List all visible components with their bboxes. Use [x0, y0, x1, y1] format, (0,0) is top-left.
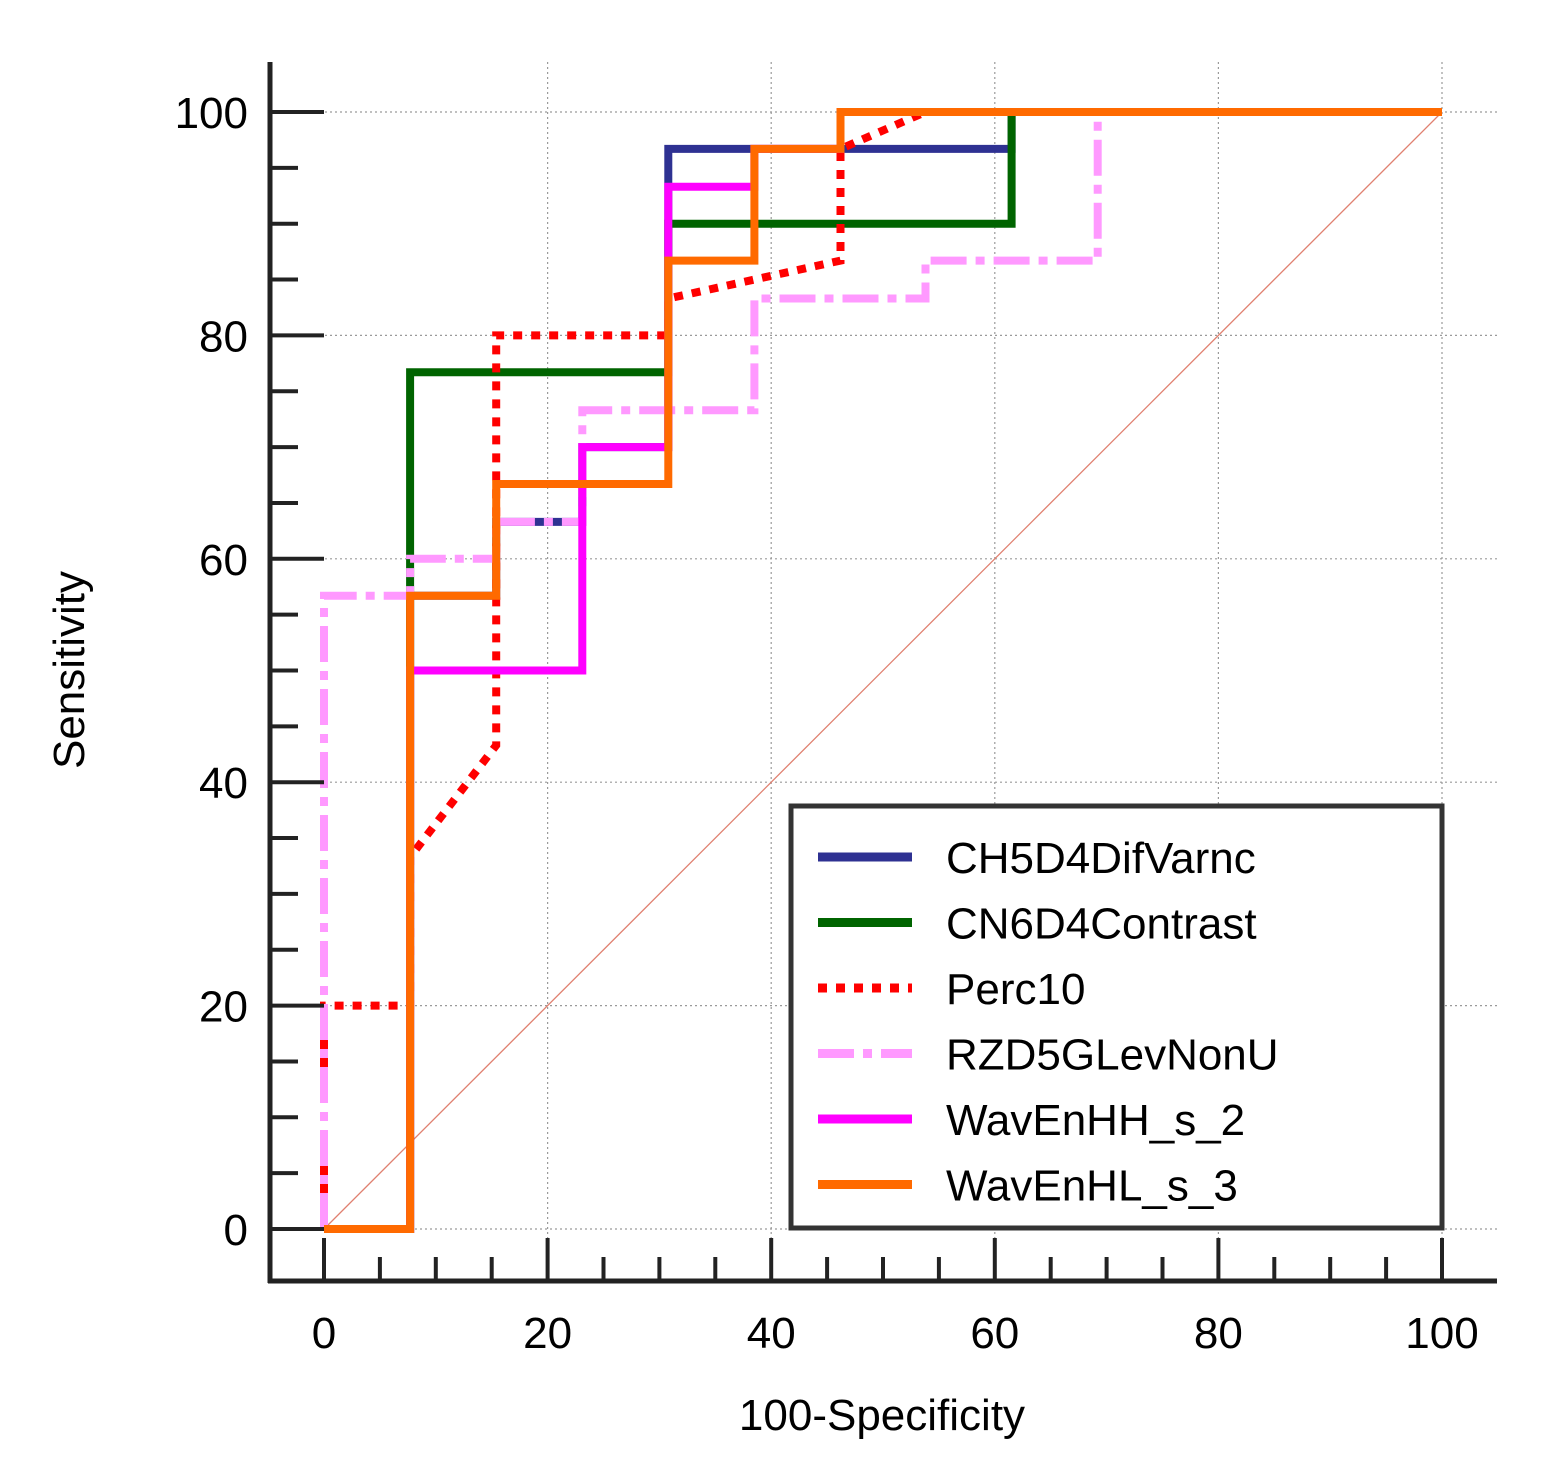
x-tick-label: 80: [1194, 1309, 1243, 1358]
x-tick-label: 40: [747, 1309, 796, 1358]
y-tick-label: 20: [199, 983, 248, 1032]
y-tick-label: 80: [199, 312, 248, 361]
y-tick-label: 0: [224, 1206, 248, 1255]
diagonal-reference-line: [323, 111, 1443, 1230]
legend-box: [788, 803, 1445, 1231]
x-tick-label: 100: [1405, 1309, 1478, 1358]
legend: CH5D4DifVarnc CN6D4Contrast Perc10 RZD5GLev…: [788, 803, 1445, 1231]
legend-label: Perc10: [946, 965, 1085, 1014]
y-tick-label: 60: [199, 536, 248, 585]
reference-line: [323, 111, 1443, 1230]
legend-label: CH5D4DifVarnc: [946, 834, 1256, 883]
series-lines: [320, 108, 1442, 1233]
x-tick-label: 0: [312, 1309, 336, 1358]
x-axis-title: 100-Specificity: [739, 1391, 1025, 1440]
y-axis-title: Sensitivity: [45, 571, 94, 769]
legend-label: RZD5GLevNonU: [946, 1031, 1279, 1080]
series-line-rzd5glevnonu: [320, 108, 1442, 1229]
legend-label: WavEnHL_s_3: [946, 1162, 1238, 1211]
y-tick-label: 100: [175, 89, 248, 138]
series-line-wavenhl-s-3: [324, 108, 1442, 1233]
x-tick-label: 20: [523, 1309, 572, 1358]
legend-label: CN6D4Contrast: [946, 900, 1257, 949]
y-tick-label: 40: [199, 759, 248, 808]
legend-label: WavEnHH_s_2: [946, 1096, 1245, 1145]
series-line-perc10: [320, 108, 1442, 1229]
x-tick-label: 60: [970, 1309, 1019, 1358]
axes: 0 20 40 60 80 100 0 20 40 60 80 100: [175, 62, 1497, 1358]
